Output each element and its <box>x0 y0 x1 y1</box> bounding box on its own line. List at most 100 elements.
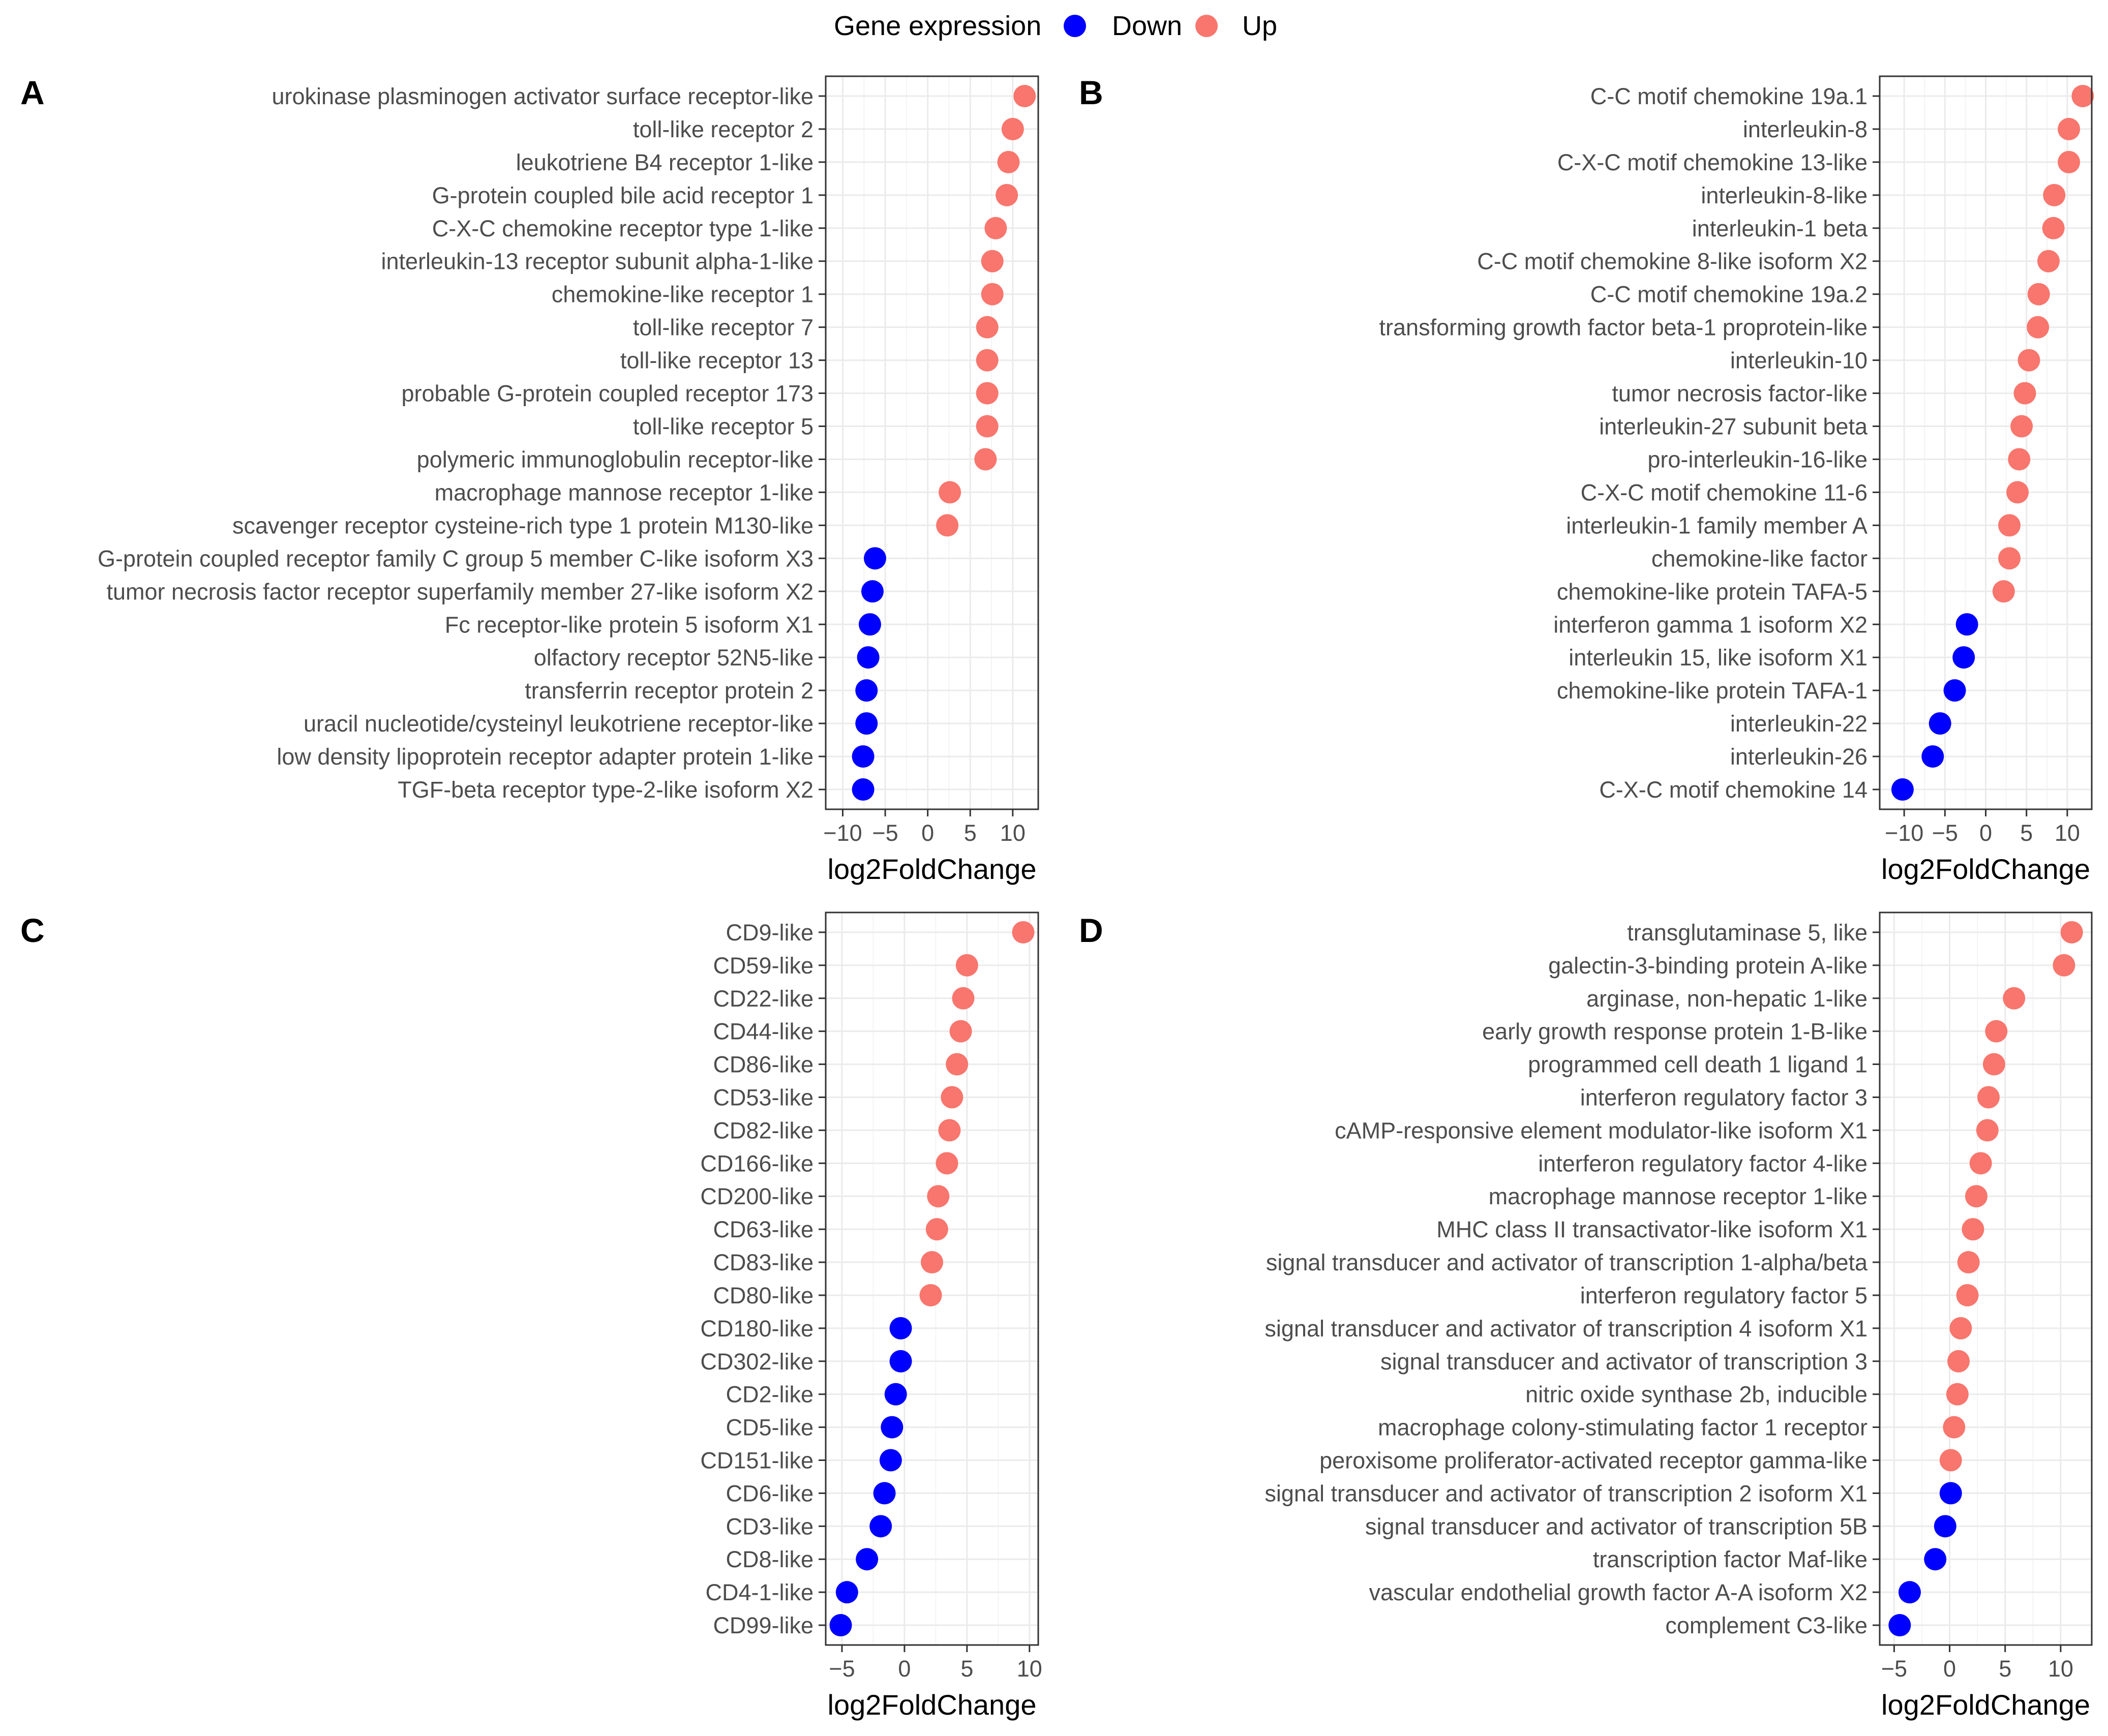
data-point-down <box>1955 613 1978 636</box>
gene-label: toll-like receptor 2 <box>633 116 814 142</box>
data-point-up <box>1943 1416 1966 1439</box>
gene-label: CD83-like <box>713 1250 814 1275</box>
gene-label: C-C motif chemokine 19a.2 <box>1590 282 1868 308</box>
gene-label: signal transducer and activator of trans… <box>1266 1250 1868 1275</box>
gene-label: urokinase plasminogen activator surface … <box>272 83 814 109</box>
data-point-down <box>1898 1581 1921 1604</box>
data-point-up <box>925 1218 948 1241</box>
data-point-up <box>997 150 1020 173</box>
x-tick-label: −5 <box>872 820 898 846</box>
data-point-up <box>2027 283 2050 306</box>
gene-label: olfactory receptor 52N5-like <box>534 645 814 671</box>
data-point-up <box>1947 1350 1970 1373</box>
gene-label: CD5-like <box>726 1415 814 1441</box>
x-tick-label: 0 <box>1979 820 1992 846</box>
data-point-up <box>2058 117 2081 140</box>
data-point-up <box>1946 1383 1969 1406</box>
data-point-up <box>2043 184 2066 206</box>
data-point-up <box>921 1251 943 1274</box>
gene-label: peroxisome proliferator-activated recept… <box>1319 1448 1868 1474</box>
x-tick-label: 10 <box>2055 820 2080 846</box>
gene-label: pro-interleukin-16-like <box>1647 446 1868 472</box>
gene-label: signal transducer and activator of trans… <box>1365 1513 1868 1539</box>
gene-label: CD80-like <box>713 1283 814 1308</box>
legend-label-down: Down <box>1112 11 1182 41</box>
x-tick-label: 5 <box>1999 1656 2011 1682</box>
gene-label: transforming growth factor beta-1 propro… <box>1379 315 1868 341</box>
panel-border <box>1879 911 2093 1646</box>
gene-label: CD4-1-like <box>705 1579 814 1605</box>
gene-label: CD151-like <box>700 1448 814 1474</box>
data-point-down <box>855 679 878 702</box>
data-point-up <box>1982 1053 2005 1076</box>
data-point-up <box>2027 316 2050 339</box>
gene-label: signal transducer and activator of trans… <box>1264 1316 1868 1342</box>
data-point-down <box>1943 679 1966 702</box>
panel-c-letter: C <box>20 911 45 949</box>
gene-label: CD8-like <box>726 1546 814 1572</box>
gene-label: C-C motif chemokine 8-like isoform X2 <box>1477 249 1868 275</box>
data-point-up <box>1957 1251 1980 1274</box>
gene-label: CD82-like <box>713 1117 814 1143</box>
gene-label: chemokine-like protein TAFA-5 <box>1557 578 1868 604</box>
data-point-up <box>981 283 1004 306</box>
data-point-up <box>2008 448 2031 471</box>
data-point-down <box>1939 1482 1962 1505</box>
data-point-up <box>1976 1119 1999 1142</box>
gene-label: Fc receptor-like protein 5 isoform X1 <box>445 612 814 637</box>
data-point-up <box>981 250 1004 272</box>
gene-label: complement C3-like <box>1665 1612 1868 1638</box>
x-tick-label: 10 <box>1017 1656 1042 1682</box>
gene-label: MHC class II transactivator-like isoform… <box>1436 1216 1868 1242</box>
data-point-down <box>1891 778 1914 801</box>
gene-label: tumor necrosis factor-like <box>1612 381 1868 407</box>
data-point-up <box>949 1020 972 1043</box>
data-point-up <box>1977 1086 2000 1109</box>
gene-label: chemokine-like receptor 1 <box>552 282 814 308</box>
x-axis-title: log2FoldChange <box>828 853 1037 885</box>
data-point-down <box>829 1614 852 1637</box>
data-point-down <box>1888 1614 1911 1637</box>
panel-border <box>825 75 1039 810</box>
data-point-up <box>1956 1284 1979 1306</box>
data-point-up <box>2071 84 2094 107</box>
x-tick-label: −10 <box>1885 820 1923 846</box>
data-point-up <box>2017 349 2040 372</box>
data-point-up <box>2013 382 2036 405</box>
gene-label: transcription factor Maf-like <box>1593 1546 1868 1572</box>
data-point-up <box>2003 987 2026 1010</box>
gene-label: interferon regulatory factor 5 <box>1580 1283 1868 1308</box>
gene-label: arginase, non-hepatic 1-like <box>1586 986 1868 1012</box>
panel-border <box>825 911 1039 1646</box>
gene-label: CD2-like <box>726 1382 814 1408</box>
gene-label: G-protein coupled receptor family C grou… <box>98 545 814 571</box>
data-point-down <box>889 1317 912 1339</box>
data-point-up <box>2042 217 2065 239</box>
gene-label: early growth response protein 1-B-like <box>1482 1019 1868 1045</box>
gene-label: CD9-like <box>726 920 814 946</box>
data-point-up <box>1001 117 1024 140</box>
data-point-up <box>976 415 999 438</box>
x-tick-label: 5 <box>964 820 977 846</box>
data-point-up <box>1939 1449 1962 1472</box>
gene-label: G-protein coupled bile acid receptor 1 <box>432 182 814 208</box>
gene-label: interleukin-13 receptor subunit alpha-1-… <box>381 249 814 275</box>
data-point-down <box>852 745 875 768</box>
x-tick-label: 10 <box>1000 820 1026 846</box>
gene-label: interleukin-10 <box>1730 348 1868 374</box>
data-point-up <box>1969 1152 1992 1175</box>
gene-label: interleukin-1 beta <box>1692 216 1868 241</box>
panel-c: C CD9-like CD59-like CD22-like CD44-like CD86… <box>20 911 1042 1721</box>
gene-label: C-X-C motif chemokine 13-like <box>1557 149 1868 175</box>
gene-label: macrophage mannose receptor 1-like <box>435 479 814 505</box>
gene-label: chemokine-like factor <box>1651 545 1868 571</box>
data-point-up <box>1949 1317 1972 1339</box>
data-point-up <box>1985 1020 2008 1043</box>
data-point-up <box>1012 921 1035 943</box>
gene-label: TGF-beta receptor type-2-like isoform X2 <box>398 777 814 803</box>
data-point-down <box>856 1548 879 1571</box>
data-point-up <box>927 1185 950 1208</box>
x-tick-label: −5 <box>829 1656 855 1682</box>
